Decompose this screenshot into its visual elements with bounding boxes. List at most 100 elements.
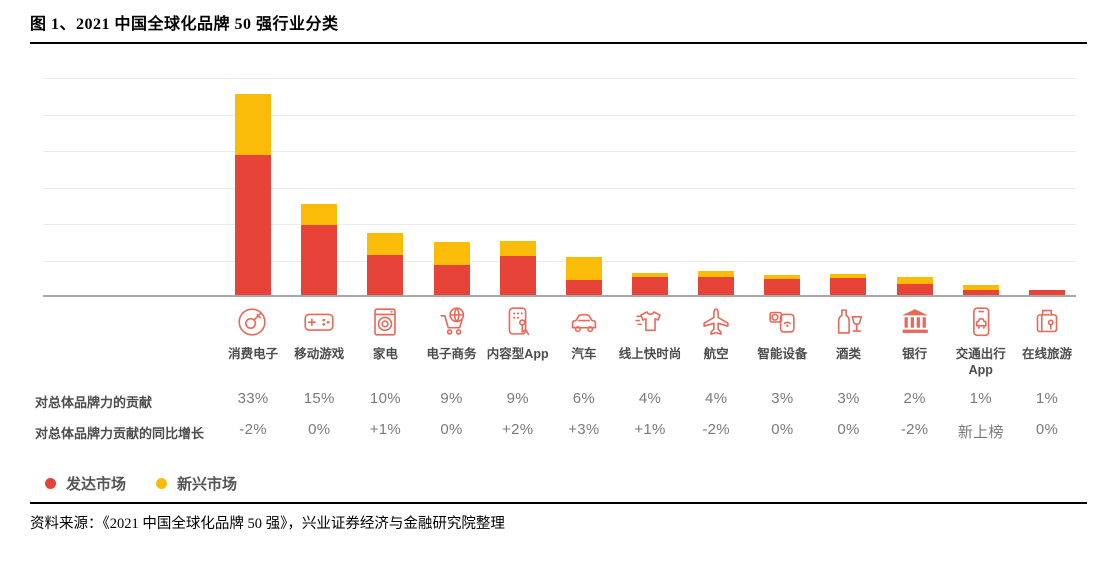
- yoy-growth-value: -2%: [900, 421, 929, 438]
- category-label: 移动游戏: [294, 347, 345, 361]
- contribution-value: 10%: [369, 390, 401, 407]
- contribution-value: 4%: [705, 390, 728, 407]
- stacked-bar: [433, 242, 470, 295]
- contribution-value: 6%: [572, 390, 595, 407]
- category-row: 消费电子 移动游戏 家电 电子商务 内容型App 汽车 线上快时尚 航空 智能设备 酒类 银行 交通出…: [220, 303, 1080, 378]
- yoy-growth-value: +2%: [502, 421, 534, 438]
- bar-column-2: [286, 78, 352, 295]
- category-label: 消费电子: [228, 347, 279, 361]
- bar-segment-emerging-market: [764, 275, 801, 279]
- bar-segment-emerging-market: [499, 240, 536, 257]
- stacked-bar: [632, 272, 669, 295]
- bar-segment-developed-market: [367, 254, 404, 295]
- contribution-value: 2%: [903, 390, 926, 407]
- mobile-gaming-icon: [300, 303, 338, 341]
- airplane-icon: [697, 303, 735, 341]
- yoy-growth-value: 0%: [308, 421, 331, 438]
- yoy-growth-value: 0%: [771, 421, 794, 438]
- contribution-values: 33% 15% 10% 9% 9% 6% 4% 4% 3% 3% 2% 1% 1%: [220, 390, 1080, 407]
- category-column: 酒类: [815, 303, 881, 378]
- stacked-bar: [830, 274, 867, 295]
- yoy-growth-value: +1%: [369, 421, 402, 438]
- stacked-bar: [764, 275, 801, 295]
- category-column: 移动游戏: [286, 303, 352, 378]
- stacked-bar: [499, 240, 536, 295]
- category-label: 航空: [703, 347, 729, 361]
- bar-column-12: [948, 78, 1014, 295]
- bar-segment-emerging-market: [367, 233, 404, 255]
- stacked-bar: [301, 203, 338, 295]
- contribution-value: 1%: [1035, 390, 1059, 407]
- contribution-value: 15%: [303, 390, 335, 407]
- bar-column-7: [617, 78, 683, 295]
- bar-segment-emerging-market: [433, 242, 470, 265]
- category-column: 家电: [352, 303, 418, 378]
- stacked-bar: [565, 257, 602, 295]
- legend-dot-icon: [156, 478, 168, 489]
- yoy-growth-value: 0%: [1035, 421, 1059, 438]
- bar-segment-developed-market: [896, 284, 933, 295]
- category-column: 银行: [882, 303, 948, 378]
- contribution-row-label: 对总体品牌力的贡献: [35, 395, 153, 410]
- legend-item: 发达市场: [45, 473, 126, 494]
- contribution-value: 3%: [837, 390, 860, 407]
- category-label: 在线旅游: [1021, 347, 1072, 361]
- fast-fashion-icon: [631, 303, 669, 341]
- gridline: [43, 151, 1076, 152]
- car-icon: [565, 303, 603, 341]
- category-label: 内容型App: [486, 347, 549, 361]
- contribution-value: 1%: [969, 390, 992, 407]
- category-column: 智能设备: [749, 303, 815, 378]
- gridline: [43, 260, 1076, 262]
- bar-segment-developed-market: [301, 225, 338, 295]
- gridline: [43, 114, 1076, 116]
- bar-segment-developed-market: [565, 280, 602, 295]
- stacked-bar: [1028, 290, 1065, 295]
- yoy-growth-value: 新上榜: [957, 424, 1004, 441]
- source-line: 资料来源：《2021 中国全球化品牌 50 强》，兴业证券经济与金融研究院整理: [30, 516, 505, 532]
- bar-segment-emerging-market: [698, 271, 735, 277]
- bar-segment-developed-market: [962, 289, 999, 295]
- contribution-value: 3%: [771, 390, 794, 407]
- chart-legend: 发达市场 新兴市场: [45, 473, 237, 494]
- gridline: [43, 224, 1076, 225]
- bar-column-3: [352, 78, 418, 295]
- bar-segment-developed-market: [764, 278, 801, 295]
- bar-segment-emerging-market: [235, 94, 272, 156]
- stacked-bar: [962, 284, 999, 295]
- bar-column-10: [815, 78, 881, 295]
- bar-segment-emerging-market: [565, 257, 602, 281]
- bar-column-4: [418, 78, 484, 295]
- stacked-bar: [367, 233, 404, 295]
- contribution-value: 9%: [440, 390, 463, 407]
- category-label: 智能设备: [757, 347, 808, 361]
- online-travel-icon: [1028, 303, 1066, 341]
- bar-segment-developed-market: [499, 256, 536, 295]
- contribution-value: 4%: [638, 390, 662, 407]
- category-column: 交通出行App: [948, 303, 1014, 378]
- bar-segment-developed-market: [433, 264, 470, 295]
- contribution-value: 33%: [237, 390, 269, 407]
- bar-segment-developed-market: [235, 155, 272, 295]
- consumer-electronics-icon: [234, 303, 272, 341]
- category-label: 汽车: [571, 347, 597, 361]
- yoy-growth-value: +1%: [634, 421, 666, 438]
- yoy-growth-value: -2%: [239, 421, 267, 438]
- category-label: 线上快时尚: [618, 347, 682, 361]
- bar-column-5: [485, 78, 551, 295]
- bar-segment-emerging-market: [632, 272, 669, 278]
- category-label: 银行: [902, 347, 928, 361]
- yoy-growth-row-label: 对总体品牌力贡献的同比增长: [35, 426, 205, 441]
- contribution-value: 9%: [506, 390, 529, 407]
- bar-column-13: [1014, 78, 1080, 295]
- bar-segment-emerging-market: [962, 284, 999, 290]
- figure-header: 图 1、2021 中国全球化品牌 50 强行业分类: [30, 10, 1087, 44]
- category-column: 在线旅游: [1014, 303, 1080, 378]
- stacked-bar: [896, 277, 933, 295]
- category-label: 电子商务: [426, 347, 477, 361]
- category-label: 家电: [372, 347, 398, 361]
- bar-segment-emerging-market: [896, 277, 933, 285]
- bar-column-8: [683, 78, 749, 295]
- category-column: 内容型App: [485, 303, 551, 378]
